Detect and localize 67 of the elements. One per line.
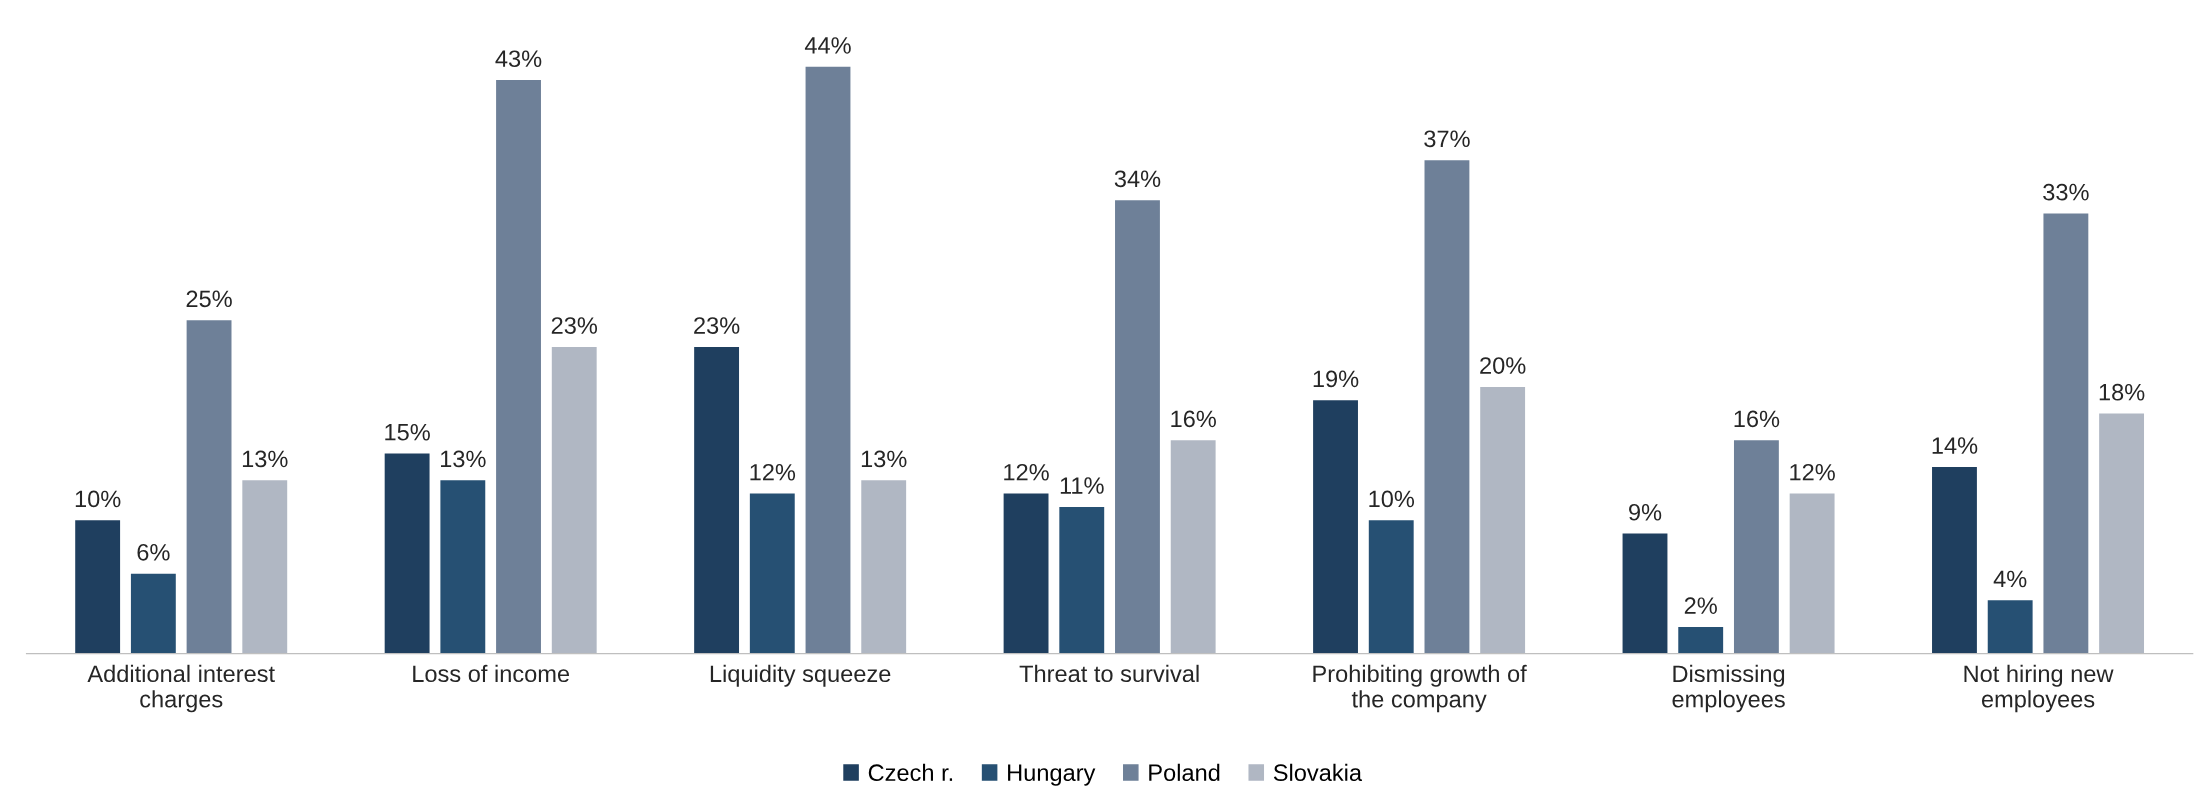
data-label: 12% [750,463,796,481]
data-label: 44% [804,37,851,54]
bar [1059,506,1105,654]
bar [2099,413,2145,654]
data-label: 33% [2043,183,2089,201]
data-label: 4% [1993,570,2027,588]
data-label: 20% [1480,357,1526,374]
bar [1170,440,1216,654]
legend-label: Slovakia [1273,763,1363,782]
x-tick-label: Dismissing employees [1672,664,1785,713]
bar [1678,626,1724,654]
x-tick-label: Prohibiting growth of the company [1313,664,1527,713]
bar [1622,533,1668,654]
data-label: 34% [1114,170,1161,188]
legend-label: Poland [1149,763,1220,782]
x-tick-label: Additional interest charges [87,664,275,713]
bar [1789,493,1835,654]
data-label: 13% [441,450,486,468]
bar [440,480,486,654]
bar [551,346,597,654]
data-label: 15% [385,423,430,441]
data-label: 13% [242,450,288,468]
data-label: 2% [1684,597,1717,614]
data-label: 10% [75,490,121,508]
bar [130,573,176,654]
data-label: 11% [1060,477,1104,494]
bar [1003,493,1049,654]
data-label: 14% [1932,437,1978,454]
data-label: 25% [186,290,232,308]
bar [1368,520,1414,654]
data-label: 16% [1734,410,1780,428]
bar [1480,386,1526,654]
bar [186,320,232,654]
data-label: 6% [137,543,170,561]
data-label: 12% [1004,463,1049,481]
data-label: 23% [694,317,740,334]
bar [2043,213,2089,654]
x-tick-label: Liquidity squeeze [710,664,891,687]
bar [1987,600,2033,654]
x-tick-label: Threat to survival [1019,664,1199,683]
bar [805,66,851,654]
bar [861,480,907,654]
bar [242,480,288,654]
bar [384,453,430,654]
data-label: 9% [1629,503,1662,521]
bar [1733,440,1779,654]
legend-label: Hungary [1008,764,1096,786]
bar [496,80,541,654]
data-label: 43% [495,50,542,68]
bar [1424,160,1470,654]
data-label: 12% [1790,463,1835,481]
bar [75,520,121,654]
data-label: 13% [861,450,907,468]
bar [1313,400,1358,654]
x-tick-label: Not hiring new employees [1964,664,2114,713]
legend-label: Czech r. [868,763,953,782]
bar [749,493,795,654]
bar [1932,466,1977,654]
x-tick-label: Loss of income [413,664,570,683]
data-label: 16% [1171,410,1216,428]
data-label: 19% [1313,370,1359,388]
data-label: 37% [1424,130,1470,148]
bar [1115,200,1160,654]
data-label: 18% [2099,383,2145,401]
data-label: 23% [551,317,598,334]
bar [694,346,740,654]
data-label: 10% [1369,490,1415,508]
